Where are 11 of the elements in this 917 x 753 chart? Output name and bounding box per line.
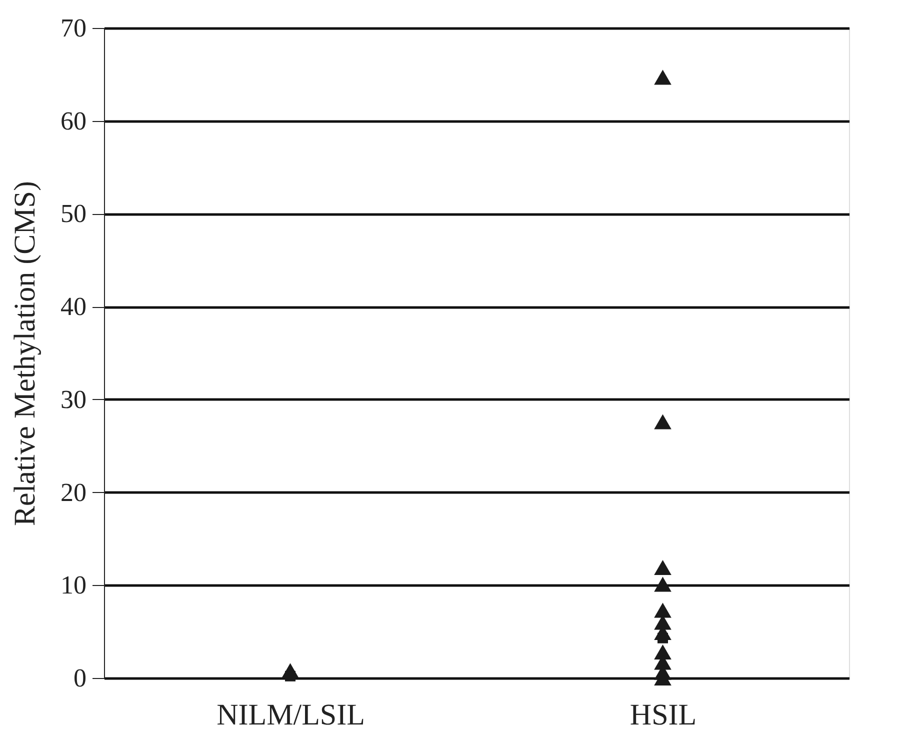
y-tick-label: 0 xyxy=(74,664,86,692)
x-tick-label: HSIL xyxy=(630,698,697,732)
y-tick-label: 60 xyxy=(60,106,86,136)
y-axis-title: Relative Methylation (CMS) xyxy=(8,181,42,526)
y-tick-label: 30 xyxy=(60,384,86,414)
y-tick-label: 40 xyxy=(60,292,86,322)
y-tick-label: 10 xyxy=(60,570,86,600)
y-tick-label: 50 xyxy=(60,199,86,228)
x-tick-label: NILM/LSIL xyxy=(216,698,365,732)
y-tick-label: 20 xyxy=(60,478,86,507)
y-tick-label: 70 xyxy=(60,14,86,42)
